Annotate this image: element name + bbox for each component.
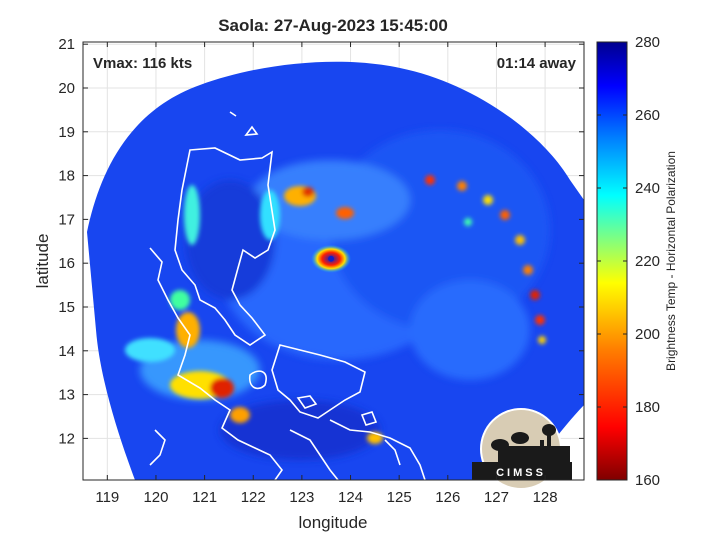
y-tick-label: 18 xyxy=(58,168,75,185)
x-tick-label: 123 xyxy=(289,489,314,506)
y-tick-label: 16 xyxy=(58,255,75,272)
cimss-logo: CIMSS xyxy=(472,408,572,490)
y-tick-label: 13 xyxy=(58,387,75,404)
coastlines xyxy=(149,111,426,480)
y-tick-label: 19 xyxy=(58,124,75,141)
colorbar-tick-label: 280 xyxy=(635,34,660,51)
colorbar-tick-label: 160 xyxy=(635,472,660,489)
x-tick-label: 128 xyxy=(533,489,558,506)
x-tick-label: 121 xyxy=(192,489,217,506)
cimss-logo-text: CIMSS xyxy=(496,467,546,479)
y-tick-label: 20 xyxy=(58,80,75,97)
colorbar-ticks: 160 180 200 220 240 260 280 xyxy=(597,34,660,489)
x-tick-label: 127 xyxy=(484,489,509,506)
colorbar-tick-label: 240 xyxy=(635,180,660,197)
y-tick-label: 12 xyxy=(58,430,75,447)
vmax-label: Vmax: 116 kts xyxy=(93,55,192,72)
y-axis-label: latitude xyxy=(33,234,52,289)
chart-title: Saola: 27-Aug-2023 15:45:00 xyxy=(218,16,448,35)
colorbar-tick-label: 260 xyxy=(635,107,660,124)
storm-center-marker xyxy=(328,255,335,262)
axes-frame xyxy=(82,41,585,481)
colorbar-label: Brightness Temp - Horizontal Polarizatio… xyxy=(664,151,678,371)
y-tick-label: 14 xyxy=(58,343,75,360)
x-axis-label: longitude xyxy=(298,513,367,532)
x-axis-ticks: 119 120 121 122 123 124 125 126 127 128 xyxy=(95,42,558,506)
colorbar-tick-label: 220 xyxy=(635,253,660,270)
y-axis-ticks: 12 13 14 15 16 17 18 19 20 21 xyxy=(58,36,584,447)
time-away-label: 01:14 away xyxy=(497,55,577,72)
y-tick-label: 15 xyxy=(58,299,75,316)
colorbar xyxy=(596,41,628,481)
x-tick-label: 126 xyxy=(435,489,460,506)
x-tick-label: 125 xyxy=(387,489,412,506)
y-tick-label: 17 xyxy=(58,211,75,228)
y-tick-label: 21 xyxy=(58,36,75,53)
brightness-temp-image xyxy=(87,61,584,480)
x-tick-label: 124 xyxy=(338,489,363,506)
x-tick-label: 122 xyxy=(241,489,266,506)
colorbar-tick-label: 200 xyxy=(635,326,660,343)
colorbar-tick-label: 180 xyxy=(635,399,660,416)
x-tick-label: 119 xyxy=(95,489,119,506)
x-tick-label: 120 xyxy=(143,489,168,506)
